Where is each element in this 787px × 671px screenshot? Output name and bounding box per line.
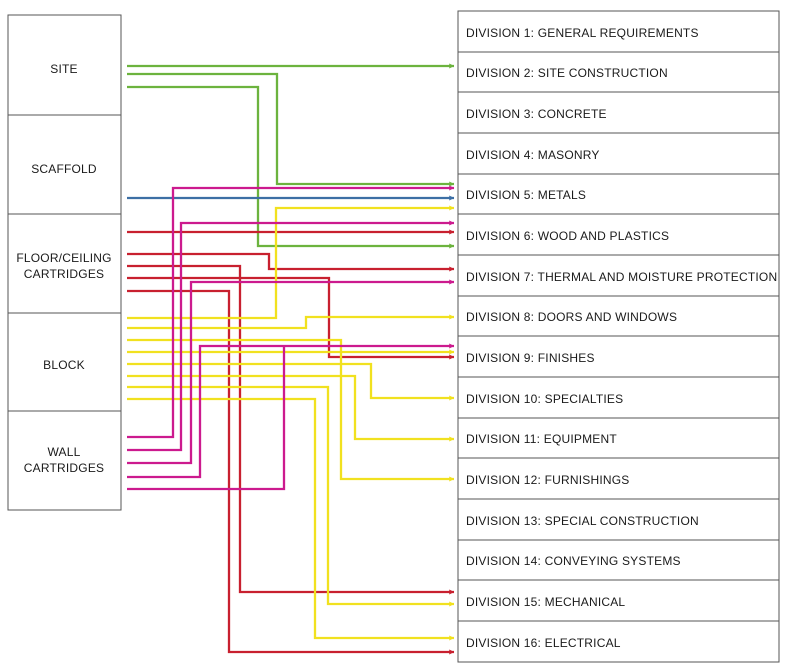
source-floor-ceiling-label-line2: CARTRIDGES [24,267,104,281]
connector-floor-ceiling-to-div15 [127,264,455,595]
source-site: SITE [7,14,122,116]
division-label: DIVISION 14: CONVEYING SYSTEMS [466,554,681,568]
source-block-label: BLOCK [43,358,85,372]
connector-block-to-div15 [127,385,455,607]
connector-wall-to-div6 [127,220,455,452]
connector-block-to-div16 [127,397,455,641]
division-row: DIVISION 9: FINISHES [457,335,780,378]
division-label: DIVISION 11: EQUIPMENT [466,432,617,446]
connector-floor-ceiling-to-div7 [127,252,455,272]
division-row: DIVISION 3: CONCRETE [457,91,780,134]
source-block: BLOCK [7,312,122,412]
division-row: DIVISION 14: CONVEYING SYSTEMS [457,539,780,581]
division-row: DIVISION 6: WOOD AND PLASTICS [457,213,780,256]
division-row: DIVISION 16: ELECTRICAL [457,620,780,663]
source-scaffold: SCAFFOLD [7,114,122,215]
division-row: DIVISION 8: DOORS AND WINDOWS [457,295,780,337]
division-label: DIVISION 1: GENERAL REQUIREMENTS [466,26,699,40]
connector-block-to-div10 [127,362,455,401]
connector-wall-to-div5 [127,185,455,439]
connector-wall-to-div7 [127,279,455,465]
division-label: DIVISION 5: METALS [466,188,586,202]
division-label: DIVISION 13: SPECIAL CONSTRUCTION [466,514,699,528]
division-label: DIVISION 8: DOORS AND WINDOWS [466,310,677,324]
source-floor-ceiling-label-line1: FLOOR/CEILING [16,251,111,265]
division-row: DIVISION 7: THERMAL AND MOISTURE PROTECT… [457,254,780,297]
division-row: DIVISION 11: EQUIPMENT [457,417,780,459]
source-floor-ceiling-cartridges: FLOOR/CEILING CARTRIDGES [7,213,122,314]
division-label: DIVISION 7: THERMAL AND MOISTURE PROTECT… [466,270,777,284]
division-label: DIVISION 3: CONCRETE [466,107,607,121]
division-label: DIVISION 2: SITE CONSTRUCTION [466,66,668,80]
connector-floor-ceiling-to-div16 [127,289,455,655]
division-row: DIVISION 1: GENERAL REQUIREMENTS [457,10,780,53]
source-wall-cartridges-label-line1: WALL [47,445,80,459]
connector-site-to-div5 [127,72,455,187]
division-label: DIVISION 6: WOOD AND PLASTICS [466,229,669,243]
source-site-label: SITE [50,62,77,76]
connector-site-to-div6 [127,85,455,249]
division-row: DIVISION 12: FURNISHINGS [457,457,780,500]
division-row: DIVISION 10: SPECIALTIES [457,376,780,419]
division-row: DIVISION 13: SPECIAL CONSTRUCTION [457,498,780,541]
division-row: DIVISION 5: METALS [457,173,780,215]
source-wall-cartridges-label-line2: CARTRIDGES [24,461,104,475]
division-label: DIVISION 15: MECHANICAL [466,595,625,609]
connector-lines [127,63,455,655]
connector-wall-to-div9-lower [127,346,286,491]
division-label: DIVISION 4: MASONRY [466,148,600,162]
connector-block-to-div8 [127,314,455,330]
source-scaffold-label: SCAFFOLD [31,162,97,176]
connector-block-to-div11 [127,374,455,442]
division-row: DIVISION 4: MASONRY [457,132,780,175]
connector-wall-to-div9 [127,343,455,479]
division-label: DIVISION 12: FURNISHINGS [466,473,630,487]
source-wall-cartridges: WALL CARTRIDGES [7,410,122,511]
connector-block-to-div12 [127,338,455,482]
division-label: DIVISION 10: SPECIALTIES [466,392,623,406]
division-column: DIVISION 1: GENERAL REQUIREMENTS DIVISIO… [457,10,780,663]
division-row: DIVISION 15: MECHANICAL [457,579,780,622]
connector-block-to-div6 [127,205,455,320]
source-column: SITE SCAFFOLD FLOOR/CEILING CARTRIDGES B… [7,14,122,511]
division-label: DIVISION 9: FINISHES [466,351,595,365]
division-label: DIVISION 16: ELECTRICAL [466,636,621,650]
division-row: DIVISION 2: SITE CONSTRUCTION [457,51,780,93]
